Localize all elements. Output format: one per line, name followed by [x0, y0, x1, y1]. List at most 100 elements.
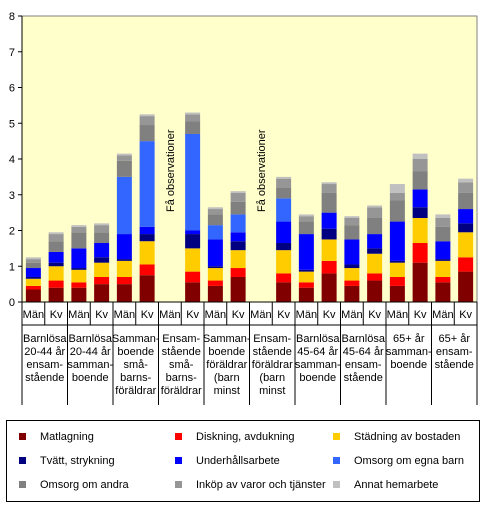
x-bar-label: Kv — [95, 309, 108, 321]
legend-item: Städning av bostaden — [333, 431, 460, 443]
legend-swatch — [333, 456, 340, 464]
bar-segment — [71, 268, 87, 270]
x-group-label: samman- — [67, 359, 113, 371]
x-group-label: 45-64 år — [343, 346, 384, 358]
x-group-label: boende — [208, 346, 245, 358]
legend-item: Underhållsarbete — [175, 455, 280, 467]
bar-segment — [25, 278, 41, 286]
y-axis: 0 1 2 3 4 5 6 7 8 — [9, 11, 23, 309]
bar-segment — [230, 191, 246, 193]
bar-segment — [389, 260, 405, 263]
x-group-label: föräldrar — [161, 385, 202, 397]
legend-item: Omsorg om andra — [19, 479, 129, 491]
x-group-label: stående — [162, 346, 201, 358]
bar-segment — [344, 217, 360, 226]
legend-item: Matlagning — [19, 431, 94, 443]
x-bar-label: Män — [205, 309, 226, 321]
x-bar-label: Kv — [50, 309, 63, 321]
legend-swatch — [19, 432, 26, 440]
bar-segment — [230, 192, 246, 202]
bar-segment — [298, 287, 314, 302]
x-group-label: barns- — [120, 372, 152, 384]
bar-segment — [185, 234, 201, 249]
y-tick-label: 6 — [9, 83, 15, 95]
bar-segment — [321, 182, 337, 185]
x-bar-label: Män — [432, 309, 453, 321]
x-bar-label: Kv — [414, 309, 427, 321]
bar-segment — [276, 176, 292, 179]
bar-segment — [116, 276, 132, 285]
bar-segment — [230, 241, 246, 251]
bar-segment — [48, 241, 64, 252]
bar-segment — [367, 253, 383, 274]
x-bar-label: Män — [159, 309, 180, 321]
bar-segment — [276, 273, 292, 283]
x-group-label: boende — [299, 372, 336, 384]
bar-segment — [389, 285, 405, 302]
x-group-label: föräldrar — [115, 385, 156, 397]
bar-segment — [412, 207, 428, 218]
x-bar-label: Kv — [186, 309, 199, 321]
bar-segment — [207, 209, 223, 215]
legend-swatch — [19, 480, 26, 488]
plot-area — [21, 15, 478, 303]
x-group-label: ensam- — [345, 359, 382, 371]
x-group-label: stående — [435, 359, 474, 371]
legend-item: Omsorg om egna barn — [333, 455, 464, 467]
bar-segment — [389, 184, 405, 193]
x-bar-label: Män — [250, 309, 271, 321]
bar-segment — [116, 260, 132, 277]
bar-segment — [435, 276, 451, 283]
x-group-label: 20-44 år — [24, 346, 65, 358]
bar-segment — [116, 259, 132, 261]
x-group-label: 45-64 år — [297, 346, 338, 358]
y-tick-label: 8 — [9, 11, 15, 23]
bar-segment — [71, 282, 87, 288]
legend-label: Annat hemarbete — [354, 479, 439, 491]
bar-segment — [185, 133, 201, 231]
x-group-label: minst — [214, 385, 240, 397]
bar-segment — [412, 159, 428, 172]
bar-segment — [276, 178, 292, 188]
x-group-label: 65+ år — [393, 333, 425, 345]
legend: Matlagning Diskning, avdukning Städning av… — [6, 420, 480, 502]
bar-segment — [94, 257, 110, 263]
bar-segment — [139, 116, 155, 126]
bar-segment — [298, 282, 314, 288]
bar-segment — [321, 192, 337, 213]
bar-segment — [367, 217, 383, 235]
bar-segment — [412, 243, 428, 263]
legend-swatch — [175, 456, 182, 464]
bar-segment — [412, 217, 428, 244]
x-bar-label: Män — [296, 309, 317, 321]
bar-segment — [71, 248, 87, 269]
bar-segment — [344, 264, 360, 269]
y-tick-label: 0 — [9, 297, 15, 309]
bar-segment — [321, 212, 337, 229]
bar-segment — [48, 262, 64, 267]
bar-segment — [435, 226, 451, 242]
legend-item: Annat hemarbete — [333, 479, 438, 491]
bar-segment — [367, 207, 383, 218]
bar-segment — [25, 276, 41, 279]
bar-segment — [94, 276, 110, 285]
bar-segment — [367, 273, 383, 281]
x-group-label: föräldrar — [252, 359, 293, 371]
x-bar-label: Kv — [368, 309, 381, 321]
annotation-label: Få observationer — [256, 129, 268, 212]
bar-segment — [298, 234, 314, 270]
y-tick-label: 2 — [9, 226, 15, 238]
x-group-label: samman- — [295, 359, 341, 371]
bar-segment — [367, 248, 383, 254]
bar-segment — [116, 234, 132, 260]
bar-segment — [276, 198, 292, 222]
bar-segment — [230, 268, 246, 277]
bar-segment — [48, 287, 64, 302]
y-tick-label: 1 — [9, 261, 15, 273]
legend-label: Diskning, avdukning — [196, 431, 295, 443]
bar-segment — [298, 221, 314, 235]
bar-segment — [321, 239, 337, 261]
bar-segment — [367, 280, 383, 302]
y-tick-label: 4 — [9, 154, 15, 166]
bar-segment — [139, 114, 155, 117]
